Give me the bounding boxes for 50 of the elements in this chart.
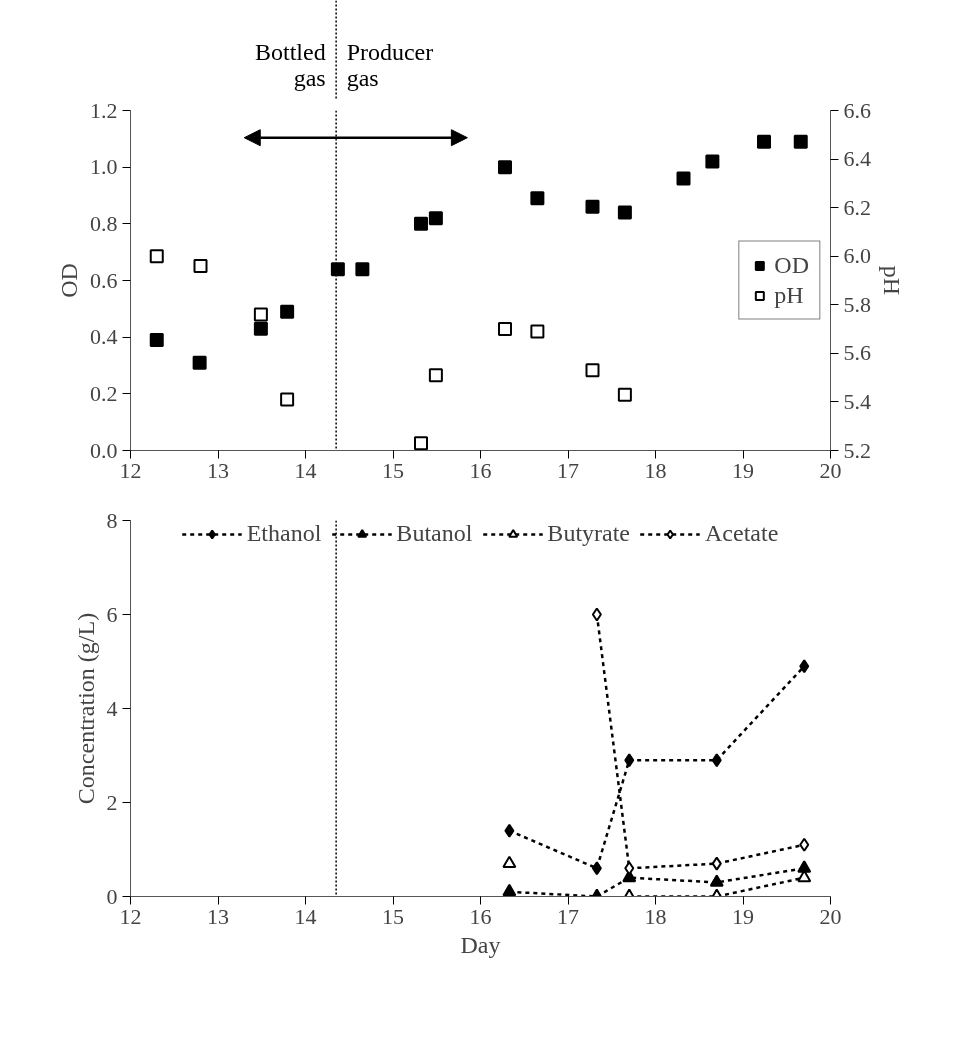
y2-axis-title: pH: [879, 265, 905, 296]
y2-tick-label: 6.6: [843, 97, 871, 123]
y-tick-label: 0.4: [90, 324, 118, 350]
x-tick-label: 15: [382, 903, 404, 929]
y-tick-label: 0: [106, 883, 118, 909]
y2-tick-label: 5.6: [843, 340, 871, 366]
x-tick-label: 17: [557, 457, 579, 483]
legend-label: OD: [774, 251, 809, 279]
y-tick-label: 1.2: [90, 97, 118, 123]
x-tick-label: 14: [294, 457, 317, 483]
x-tick-label: 15: [382, 457, 404, 483]
y-tick-label: 1.0: [90, 154, 118, 180]
y-tick-label: 8: [106, 507, 118, 533]
x-tick-label: 16: [469, 457, 492, 483]
y-axis-title: OD: [56, 263, 82, 298]
y-axis-title: Concentration (g/L): [72, 612, 99, 805]
legend-label: Butyrate: [547, 520, 631, 547]
x-tick-label: 12: [119, 903, 142, 929]
y2-tick-label: 6.0: [843, 243, 871, 269]
y2-tick-label: 6.2: [843, 194, 871, 220]
text: Producer gas: [346, 38, 434, 91]
y2-tick-label: 5.4: [843, 388, 871, 414]
y2-tick-label: 5.8: [843, 291, 871, 317]
x-tick-label: 19: [732, 457, 754, 483]
x-tick-label: 13: [207, 457, 229, 483]
y2-tick-label: 6.4: [843, 146, 871, 172]
x-tick-label: 19: [732, 903, 754, 929]
y-tick-label: 0.8: [90, 210, 118, 236]
y-tick-label: 4: [106, 695, 118, 721]
x-tick-label: 17: [557, 903, 579, 929]
y2-tick-label: 5.2: [843, 437, 871, 463]
x-axis-title: Day: [460, 931, 501, 958]
legend-label: pH: [774, 281, 804, 309]
x-tick-label: 18: [644, 903, 667, 929]
y-tick-label: 0.6: [90, 267, 118, 293]
legend-label: Butanol: [396, 520, 473, 547]
x-tick-label: 20: [819, 457, 842, 483]
x-tick-label: 13: [207, 903, 229, 929]
x-tick-label: 14: [294, 903, 317, 929]
legend-label: Acetate: [705, 520, 779, 547]
y-tick-label: 0.2: [90, 380, 118, 406]
y-tick-label: 6: [106, 601, 118, 627]
text: Bottled gas: [254, 38, 326, 91]
legend-label: Ethanol: [246, 520, 322, 547]
x-tick-label: 18: [644, 457, 667, 483]
x-tick-label: 12: [119, 457, 142, 483]
y-tick-label: 2: [106, 789, 118, 815]
y-tick-label: 0.0: [90, 437, 118, 463]
x-tick-label: 20: [819, 903, 842, 929]
x-tick-label: 16: [469, 903, 492, 929]
